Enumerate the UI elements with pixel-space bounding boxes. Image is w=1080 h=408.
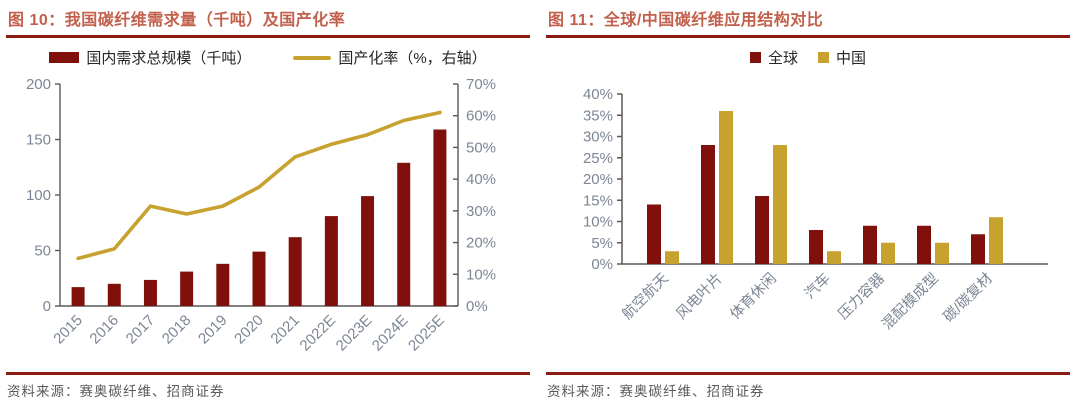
figure-11-title: 图 11：全球/中国碳纤维应用结构对比 xyxy=(546,4,1070,38)
global-bar xyxy=(971,234,985,264)
application-structure-chart: 0% 5% 10% 15% 20% 25% 30% 35% 40% 航空航天 风电叶片 体育休闲 汽车压… xyxy=(546,68,1070,372)
figure-11-panel: 图 11：全球/中国碳纤维应用结构对比 全球 中国 0% 5% 10% 15% 20% 2… xyxy=(540,0,1080,408)
category-label: 体育休闲 xyxy=(727,270,780,323)
category-label: 2024E xyxy=(369,312,412,355)
right-axis-tick-label: 40% xyxy=(466,171,496,188)
legend-label-global: 全球 xyxy=(767,50,798,67)
china-bar xyxy=(935,242,949,264)
global-square-swatch-icon xyxy=(749,52,761,63)
demand-bar xyxy=(71,287,85,306)
demand-bar xyxy=(288,237,302,306)
category-label: 2023E xyxy=(333,312,376,355)
left-axis-tick-label: 200 xyxy=(26,76,51,93)
legend-label-localization-rate: 国产化率（%，右轴） xyxy=(338,50,487,67)
demand-and-localization-chart: 0 50 100 150 200 0% 10% 20% 30% 40% 50% 60% 70% 2015 2… xyxy=(6,68,530,372)
y-axis-tick-label: 20% xyxy=(583,171,613,188)
figure-11-source: 资料来源：赛奥碳纤维、招商证券 xyxy=(546,372,1070,402)
legend-item-china: 中国 xyxy=(818,47,866,68)
demand-bar xyxy=(180,271,194,306)
category-label: 2019 xyxy=(195,312,231,348)
figure-10-source: 资料来源：赛奥碳纤维、招商证券 xyxy=(6,372,530,402)
figure-11-legend: 全球 中国 xyxy=(546,38,1070,68)
china-square-swatch-icon xyxy=(818,52,829,63)
demand-bar xyxy=(433,129,447,306)
legend-item-domestic-demand: 国内需求总规模（千吨） xyxy=(49,47,251,68)
y-axis-tick-label: 10% xyxy=(583,214,613,231)
y-axis-tick-label: 35% xyxy=(583,107,613,124)
figure-10-title: 图 10：我国碳纤维需求量（千吨）及国产化率 xyxy=(6,4,530,38)
legend-label-domestic-demand: 国内需求总规模（千吨） xyxy=(86,50,252,67)
y-axis-tick-label: 25% xyxy=(583,150,613,167)
category-label: 汽车 xyxy=(801,270,834,303)
demand-bar xyxy=(143,279,157,306)
china-bar xyxy=(719,111,733,264)
china-bar xyxy=(989,217,1003,264)
left-axis-tick-label: 0 xyxy=(43,298,51,315)
application-svg: 0% 5% 10% 15% 20% 25% 30% 35% 40% 航空航天 风电叶片 体育休闲 汽车压… xyxy=(583,86,1048,333)
category-label: 2018 xyxy=(159,312,195,348)
global-bar xyxy=(917,225,931,264)
category-label: 混配模成型 xyxy=(879,270,942,333)
right-axis-tick-label: 60% xyxy=(466,108,496,125)
right-axis-tick-label: 10% xyxy=(466,266,496,283)
demand-bar xyxy=(252,251,266,306)
legend-item-localization-rate: 国产化率（%，右轴） xyxy=(293,47,487,68)
rate-line-swatch-icon xyxy=(293,55,332,60)
global-bar xyxy=(863,225,877,264)
demand-bar xyxy=(397,162,411,306)
china-bar xyxy=(881,242,895,264)
global-bar xyxy=(809,230,823,264)
left-axis-tick-label: 50 xyxy=(34,243,51,260)
right-axis-tick-label: 0% xyxy=(466,298,488,315)
right-axis-tick-label: 20% xyxy=(466,235,496,252)
china-bar xyxy=(827,251,841,264)
demand-bar xyxy=(324,216,338,306)
localization-rate-line xyxy=(76,110,442,261)
category-label: 2025E xyxy=(405,312,448,355)
figure-10-legend: 国内需求总规模（千吨） 国产化率（%，右轴） xyxy=(6,38,530,68)
category-label: 2020 xyxy=(231,312,267,348)
category-label: 碳/碳复材 xyxy=(939,269,996,326)
demand-bar-swatch-icon xyxy=(49,52,80,63)
category-label: 2016 xyxy=(86,312,122,348)
legend-label-china: 中国 xyxy=(836,50,867,67)
demand-bar xyxy=(361,196,375,306)
left-axis-tick-label: 100 xyxy=(26,187,51,204)
category-label: 航空航天 xyxy=(619,270,672,323)
right-axis-tick-label: 30% xyxy=(466,203,496,220)
y-axis-tick-label: 30% xyxy=(583,129,613,146)
global-bar xyxy=(701,145,715,264)
china-bar xyxy=(773,145,787,264)
right-axis-tick-label: 70% xyxy=(466,76,496,93)
category-label: 2015 xyxy=(50,312,86,348)
china-bar xyxy=(665,251,679,264)
left-axis-tick-label: 150 xyxy=(26,132,51,149)
demand-bar xyxy=(216,263,230,306)
figure-10-panel: 图 10：我国碳纤维需求量（千吨）及国产化率 国内需求总规模（千吨） 国产化率（… xyxy=(6,4,530,402)
y-axis-tick-label: 5% xyxy=(591,235,613,252)
y-axis-tick-label: 15% xyxy=(583,192,613,209)
category-label: 2022E xyxy=(297,312,340,355)
category-label: 2017 xyxy=(123,312,159,348)
demand-bar xyxy=(107,283,121,306)
legend-item-global: 全球 xyxy=(749,47,798,68)
global-bar xyxy=(647,204,661,264)
category-label: 风电叶片 xyxy=(673,270,726,323)
y-axis-tick-label: 0% xyxy=(591,256,613,273)
y-axis-tick-label: 40% xyxy=(583,86,613,103)
right-axis-tick-label: 50% xyxy=(466,139,496,156)
category-label: 压力容器 xyxy=(835,269,888,322)
global-bar xyxy=(755,196,769,264)
